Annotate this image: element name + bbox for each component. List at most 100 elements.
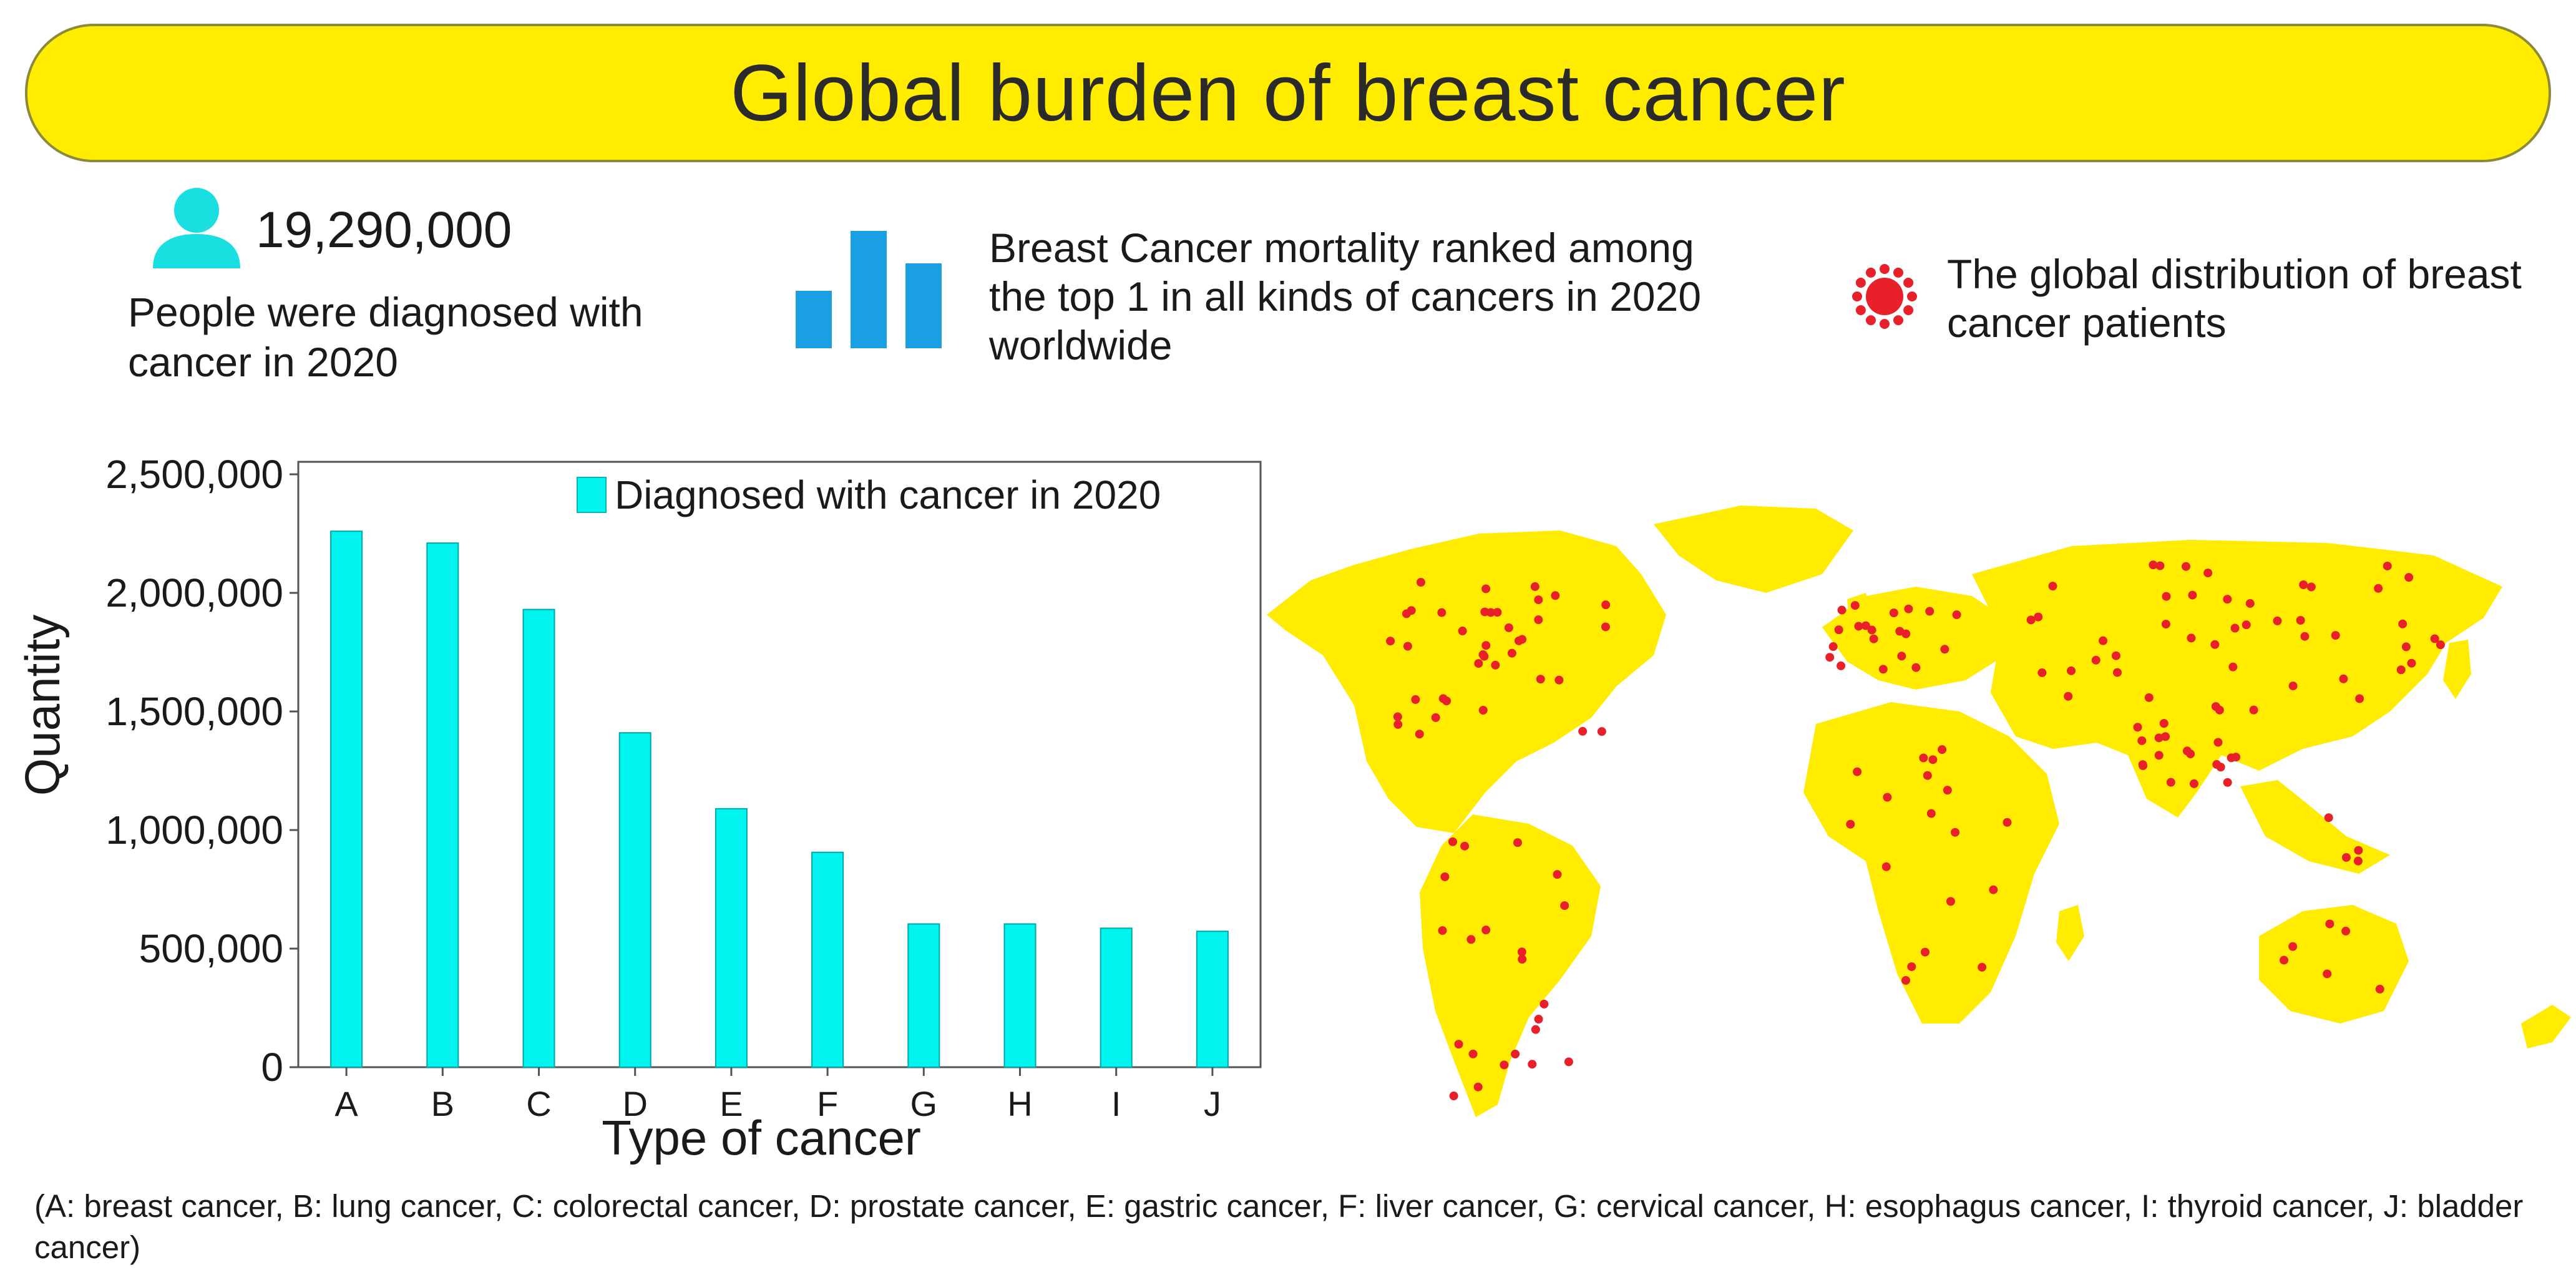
patient-dot [2182,562,2191,571]
patient-dot [1938,745,1947,755]
icon-ray [1855,305,1866,315]
patient-dot [1393,720,1403,729]
patient-dot [2216,763,2225,772]
patient-dot [1897,652,1906,661]
patient-dot [2162,592,2171,601]
patient-dot [1448,837,1457,846]
patient-dot [2189,779,2198,788]
x-tick-label: E [720,1084,743,1123]
patient-dot [1539,999,1549,1009]
y-tick-label: 2,000,000 [105,570,283,615]
patient-dot [1837,661,1846,670]
patient-dot [1528,1060,1537,1069]
patient-dot [1517,947,1526,957]
patient-dot [2133,723,2142,732]
patient-dot [2215,705,2224,715]
patient-dot [1449,1092,1458,1101]
patient-dot [2037,668,2047,677]
icon-ray [1880,319,1890,329]
continents [1267,506,2571,1117]
patient-dot [1597,727,1606,736]
patient-dots [1386,560,2445,1101]
legend-label: Diagnosed with cancer in 2020 [615,472,1161,517]
patient-dot [2401,642,2411,652]
patient-dot [1551,591,1560,600]
x-tick-label: C [526,1084,551,1123]
patient-dot [1511,1049,1520,1058]
mortality-caption: Breast Cancer mortality ranked among the… [989,225,1702,368]
patient-dot [1534,1015,1543,1024]
patient-dot [1895,627,1905,636]
patient-dot [2210,640,2220,649]
patient-dot [1407,606,1416,615]
patient-dot [1478,705,1488,715]
patient-dot [1919,753,1928,763]
distribution-caption: The global distribution of breast cancer… [1947,251,2522,346]
patient-dot [1554,675,1564,685]
page-title: Global burden of breast cancer [730,48,1846,138]
patient-dot [1491,660,1500,670]
patient-dot [2436,640,2445,650]
patient-dot [2144,693,2154,702]
patient-dot [2331,631,2340,640]
legend: Diagnosed with cancer in 2020 [577,472,1161,517]
patient-dot [1486,608,1495,617]
legend-swatch [577,477,607,513]
patient-dot [2099,636,2108,645]
patient-dot [2398,619,2408,628]
patient-dot [1553,870,1562,879]
patient-dot [1943,786,1952,795]
japan [2443,640,2471,699]
patient-dot [2280,955,2289,965]
patient-dot [1901,975,1911,985]
bar-G [907,923,940,1068]
patient-dot [2341,926,2351,936]
patient-dot [2137,736,2147,745]
patient-dot [2064,691,2073,701]
patient-dot [1861,621,1870,630]
patient-dot [2091,655,2100,665]
patient-dot [1437,608,1447,617]
patient-dot [1478,650,1488,659]
bar-I [1100,927,1133,1068]
patient-dot [2341,853,2351,862]
patient-dot [1560,901,1569,911]
africa [1803,702,2059,1024]
patient-dot [2245,598,2255,608]
patient-dot [2161,620,2170,629]
x-axis-label: Type of cancer [602,1110,921,1165]
patient-dot [1564,1057,1573,1067]
y-axis-label: Quantity [15,615,70,796]
patient-dot [2026,615,2036,625]
patient-dot [1393,712,1402,721]
bar-J [1196,931,1229,1068]
north-america [1267,530,1666,833]
patient-dot [1531,1025,1540,1034]
patient-dot [2003,818,2012,827]
icon-ray [1903,305,1914,315]
patient-dot [2325,919,2334,929]
patient-dot [2048,582,2057,591]
y-tick-label: 500,000 [139,926,283,971]
patient-dot [1978,962,1987,972]
patient-dot [2213,738,2223,747]
patient-dot [1431,713,1440,722]
patient-dot [1881,862,1891,871]
patient-dot [1846,819,1855,829]
patient-dot [2203,569,2213,578]
patient-dot [1853,767,1862,776]
y-tick-label: 1,500,000 [105,689,283,734]
patient-dot [2430,634,2439,643]
patient-dot [1834,625,1843,635]
patient-dot [1578,726,1588,736]
patient-dot [1889,608,1898,617]
patient-dot [1534,595,1543,605]
bar-D [618,732,651,1068]
icon-ray [1903,278,1914,288]
bar-F [811,851,844,1068]
south-america [1420,814,1601,1117]
southeast-asia [2240,780,2390,874]
patient-dot [1854,622,1863,631]
world-map [1267,506,2571,1117]
patient-dot [1867,625,1876,635]
